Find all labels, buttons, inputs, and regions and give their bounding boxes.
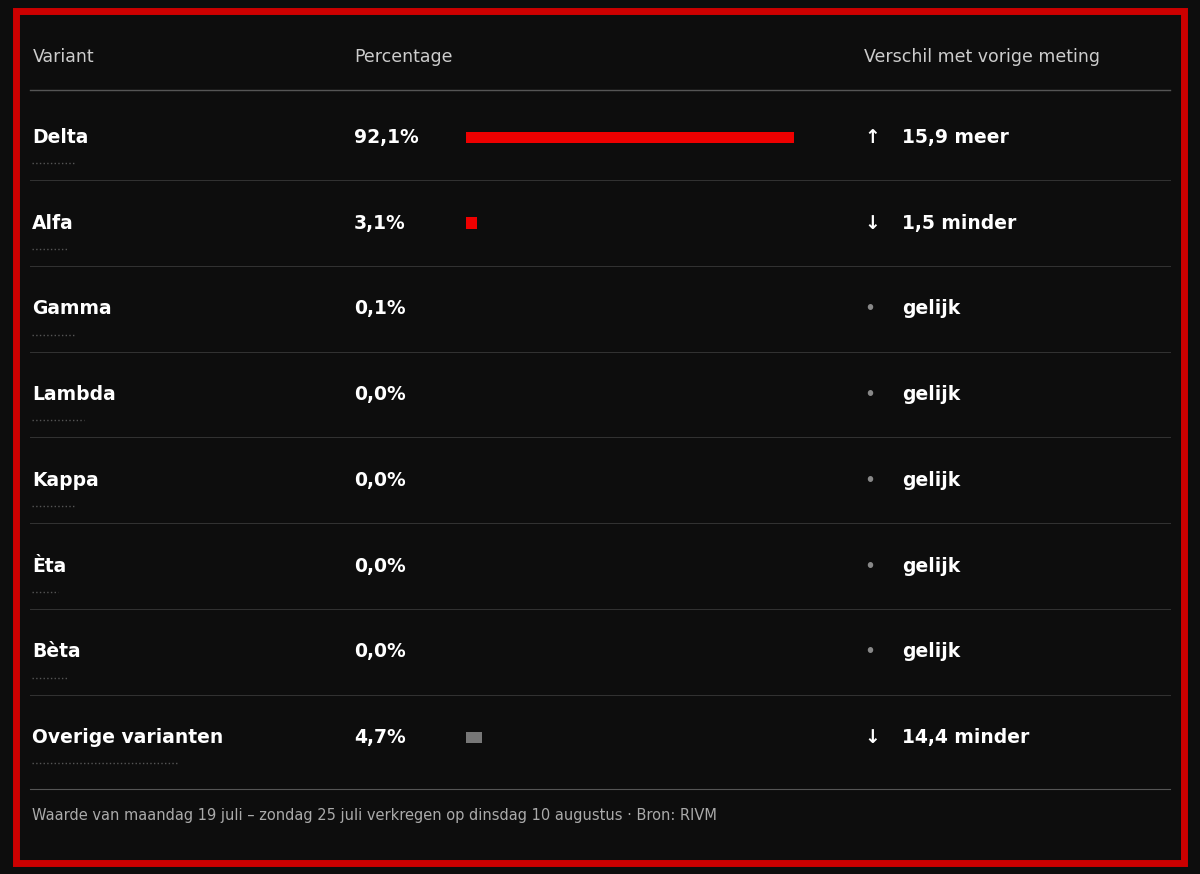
Text: 0,1%: 0,1%: [354, 299, 406, 318]
Text: 3,1%: 3,1%: [354, 213, 406, 232]
Text: •: •: [864, 299, 875, 318]
Text: •: •: [864, 642, 875, 662]
Text: •: •: [864, 557, 875, 576]
Text: Verschil met vorige meting: Verschil met vorige meting: [864, 48, 1100, 66]
Text: Overige varianten: Overige varianten: [32, 728, 223, 747]
Text: ↓: ↓: [864, 728, 880, 747]
Text: Waarde van maandag 19 juli – zondag 25 juli verkregen op dinsdag 10 augustus · B: Waarde van maandag 19 juli – zondag 25 j…: [32, 808, 718, 823]
Text: •: •: [864, 471, 875, 489]
Text: 4,7%: 4,7%: [354, 728, 406, 747]
Text: gelijk: gelijk: [902, 299, 961, 318]
Text: gelijk: gelijk: [902, 385, 961, 404]
Text: Bèta: Bèta: [32, 642, 82, 662]
Text: gelijk: gelijk: [902, 642, 961, 662]
Bar: [466, 218, 476, 229]
Text: 14,4 minder: 14,4 minder: [902, 728, 1030, 747]
Text: ↓: ↓: [864, 213, 880, 232]
Text: ↑: ↑: [864, 128, 880, 147]
Text: 0,0%: 0,0%: [354, 385, 406, 404]
Text: 0,0%: 0,0%: [354, 642, 406, 662]
Text: Alfa: Alfa: [32, 213, 74, 232]
Text: 92,1%: 92,1%: [354, 128, 419, 147]
Text: Èta: Èta: [32, 557, 67, 576]
Bar: [466, 132, 794, 143]
Text: Kappa: Kappa: [32, 471, 100, 489]
Text: gelijk: gelijk: [902, 557, 961, 576]
Text: Variant: Variant: [32, 48, 94, 66]
Text: Gamma: Gamma: [32, 299, 112, 318]
Text: •: •: [864, 385, 875, 404]
Text: Delta: Delta: [32, 128, 89, 147]
Text: Lambda: Lambda: [32, 385, 116, 404]
Text: 1,5 minder: 1,5 minder: [902, 213, 1016, 232]
Text: gelijk: gelijk: [902, 471, 961, 489]
Text: 0,0%: 0,0%: [354, 557, 406, 576]
Text: 15,9 meer: 15,9 meer: [902, 128, 1009, 147]
Bar: [466, 732, 482, 743]
Text: 0,0%: 0,0%: [354, 471, 406, 489]
Text: Percentage: Percentage: [354, 48, 452, 66]
